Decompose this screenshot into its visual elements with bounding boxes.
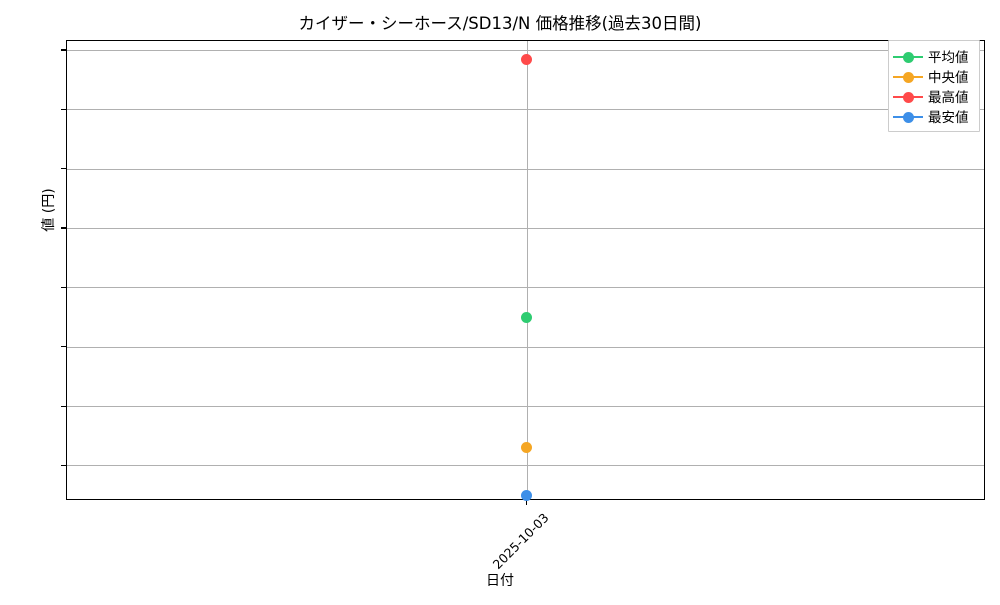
y-tick-mark [61, 108, 67, 110]
data-point [521, 442, 532, 454]
y-tick-mark [61, 286, 67, 288]
y-gridline [67, 465, 984, 467]
legend-label: 最安値 [928, 110, 969, 126]
y-gridline [67, 346, 984, 348]
data-point [521, 54, 532, 66]
legend-marker-icon [893, 50, 923, 63]
y-tick-mark [61, 168, 67, 170]
legend: 平均値中央値最高値最安値 [888, 40, 980, 132]
y-tick-mark [61, 464, 67, 467]
legend-label: 中央値 [928, 70, 969, 86]
x-tick-mark [526, 499, 528, 505]
y-gridline [67, 406, 984, 408]
y-tick-mark [61, 346, 67, 348]
legend-item-3[interactable]: 最高値 [893, 86, 973, 106]
plot-area: 4060801001201401601802025-10-03 [61, 40, 985, 572]
legend-marker-icon [893, 90, 923, 103]
x-gridline [526, 41, 528, 499]
x-axis-label: 日付 [486, 573, 514, 589]
legend-marker-icon [893, 110, 923, 123]
y-gridline [67, 168, 984, 170]
legend-label: 平均値 [928, 50, 969, 66]
y-gridline [67, 287, 984, 289]
y-gridline [67, 227, 984, 229]
data-point [521, 489, 532, 501]
y-axis-label: 値 (円) [41, 188, 57, 232]
y-gridline [67, 109, 984, 111]
legend-marker-icon [893, 70, 923, 83]
legend-label: 最高値 [928, 90, 969, 106]
y-tick-mark [61, 405, 67, 407]
data-point [521, 311, 532, 323]
chart-title: カイザー・シーホース/SD13/N 価格推移(過去30日間) [298, 14, 702, 33]
y-tick-mark [61, 227, 67, 229]
legend-item-1[interactable]: 平均値 [893, 46, 973, 66]
x-tick-label: 2025-10-03 [489, 510, 552, 572]
y-tick-mark [61, 49, 67, 51]
y-gridline [67, 49, 984, 51]
legend-item-4[interactable]: 最安値 [893, 106, 973, 126]
legend-item-2[interactable]: 中央値 [893, 66, 973, 86]
